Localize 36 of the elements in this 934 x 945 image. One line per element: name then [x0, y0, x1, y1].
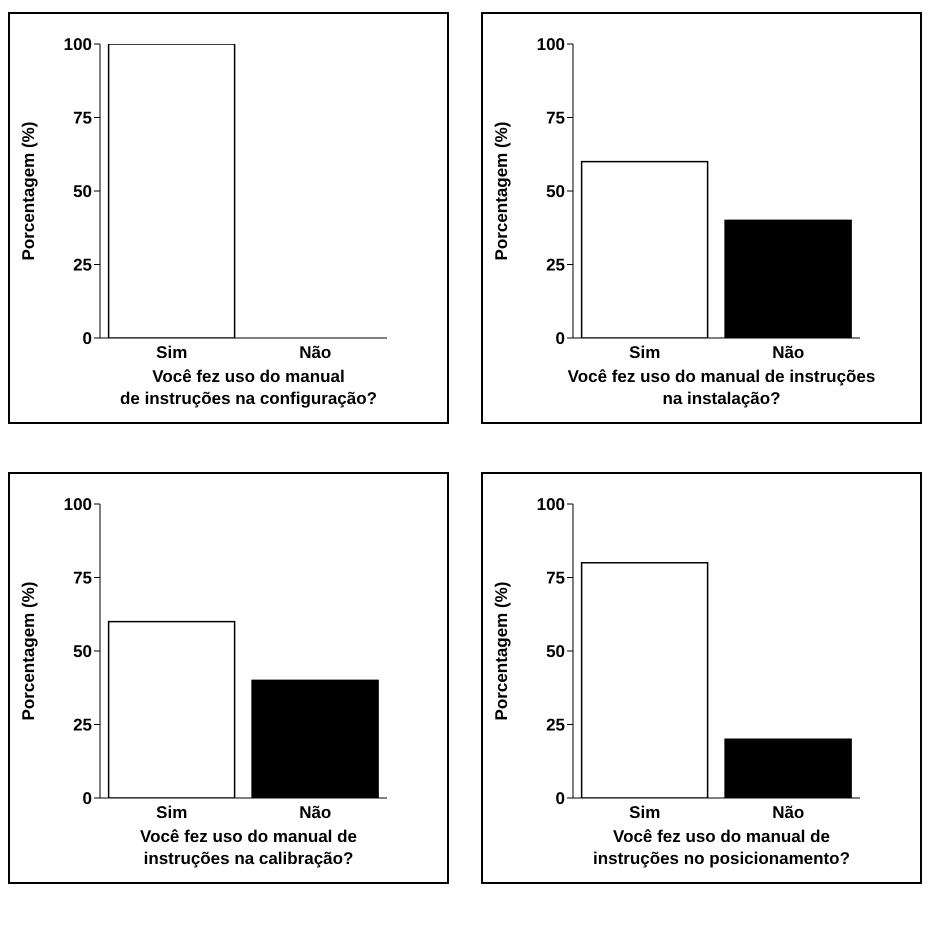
- y-tick-label: 0: [82, 789, 92, 808]
- y-axis-title: Porcentagem (%): [492, 122, 512, 260]
- x-tick-label: Não: [772, 343, 804, 362]
- y-tick-label: 50: [73, 182, 92, 202]
- x-axis-title: Você fez uso do manual de instruções na configuração?: [119, 366, 378, 410]
- y-tick-label: 0: [82, 329, 92, 348]
- y-tick-label: 100: [536, 495, 565, 514]
- y-tick-label: 0: [556, 789, 565, 808]
- x-tick-label: Sim: [156, 803, 188, 822]
- x-axis-title: Você fez uso do manual de instruções na calibração?: [139, 826, 358, 870]
- x-axis-title: Você fez uso do manual de instruções no posicionamento?: [592, 826, 851, 870]
- y-tick-label: 50: [546, 182, 565, 202]
- x-axis-title: Você fez uso do manual de instruções na instalação?: [566, 366, 876, 410]
- y-tick-label: 25: [73, 716, 92, 735]
- y-tick-label: 100: [64, 495, 92, 514]
- y-tick-label: 50: [546, 642, 565, 662]
- x-tick-label: Sim: [629, 343, 660, 362]
- x-tick-label: Não: [299, 803, 332, 822]
- x-tick-label: Sim: [629, 803, 660, 822]
- y-tick-label: 0: [556, 329, 565, 348]
- y-tick-label: 75: [546, 108, 565, 128]
- y-axis-title: Porcentagem (%): [19, 582, 38, 720]
- y-tick-label: 25: [546, 256, 565, 275]
- y-tick-label: 25: [546, 716, 565, 735]
- y-axis-title: Porcentagem (%): [19, 122, 38, 260]
- x-tick-label: Não: [772, 803, 804, 822]
- x-tick-label: Sim: [156, 343, 188, 362]
- y-tick-label: 75: [546, 568, 565, 588]
- y-tick-label: 75: [73, 568, 92, 588]
- y-tick-label: 75: [73, 108, 92, 128]
- y-tick-label: 100: [64, 35, 92, 54]
- y-tick-label: 25: [73, 256, 92, 275]
- x-tick-label: Não: [299, 343, 332, 362]
- y-tick-label: 100: [536, 35, 565, 54]
- y-tick-label: 50: [73, 642, 92, 662]
- y-axis-title: Porcentagem (%): [492, 582, 512, 720]
